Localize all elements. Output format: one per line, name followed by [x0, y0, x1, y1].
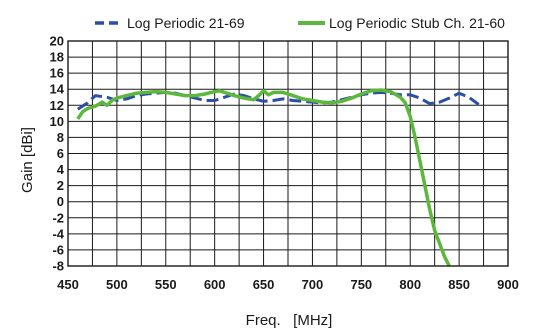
legend: Log Periodic 21-69 Log Periodic Stub Ch.…: [95, 15, 505, 31]
y-tick-label: 0: [57, 194, 64, 209]
plot-grid: [67, 40, 509, 267]
y-tick-label: 14: [50, 82, 65, 97]
y-tick-label: 4: [57, 162, 65, 177]
x-tick-label: 500: [106, 277, 128, 292]
x-tick-label: 650: [253, 277, 275, 292]
x-axis-ticks: 450 500 550 600 650 700 750 800 850 900: [57, 277, 519, 292]
y-tick-label: -6: [52, 242, 64, 257]
legend-label-log-periodic-stub: Log Periodic Stub Ch. 21-60: [329, 15, 505, 31]
series-layer: [76, 88, 480, 267]
x-tick-label: 750: [350, 277, 372, 292]
y-tick-label: 16: [50, 66, 64, 81]
x-tick-label: 700: [302, 277, 324, 292]
y-tick-label: -2: [52, 210, 64, 225]
y-tick-label: 10: [50, 114, 64, 129]
y-tick-label: -8: [52, 259, 64, 274]
x-axis-label: Freq. [MHz]: [246, 312, 333, 329]
x-tick-label: 600: [204, 277, 226, 292]
legend-label-log-periodic: Log Periodic 21-69: [127, 15, 245, 31]
series-line-log-periodic-stub: [76, 88, 451, 267]
y-tick-label: 8: [57, 130, 64, 145]
y-tick-label: 2: [57, 178, 64, 193]
x-tick-label: 450: [57, 277, 79, 292]
y-tick-label: 20: [50, 34, 64, 49]
x-tick-label: 900: [497, 277, 519, 292]
y-tick-label: 6: [57, 146, 64, 161]
x-tick-label: 800: [399, 277, 421, 292]
series-line-log-periodic: [76, 90, 480, 111]
x-tick-label: 550: [155, 277, 177, 292]
y-tick-label: 18: [50, 50, 64, 65]
y-axis-label: Gain [dBi]: [19, 127, 36, 193]
x-tick-label: 850: [448, 277, 470, 292]
y-tick-label: 12: [50, 98, 64, 113]
y-tick-label: -4: [52, 226, 64, 241]
plot-frame: [67, 40, 509, 267]
